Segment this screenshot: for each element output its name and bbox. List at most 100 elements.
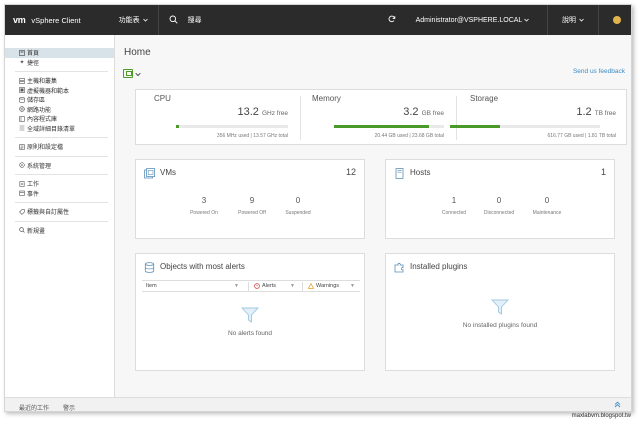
alert-icon bbox=[254, 283, 260, 291]
global-search[interactable]: 搜尋 bbox=[169, 15, 202, 26]
main-content: Home Send us feedback CPU 13.2 GHz free … bbox=[115, 35, 631, 397]
resource-free-value: 1.2 TB free bbox=[576, 106, 616, 118]
sidebar-item-label: 內容程式庫 bbox=[27, 117, 58, 124]
feedback-smiley[interactable] bbox=[598, 5, 631, 35]
sidebar-item-home[interactable]: 首頁 bbox=[5, 48, 114, 58]
filter-icon[interactable]: ▼ bbox=[350, 283, 355, 289]
host-stat-connected: 1 Connected bbox=[432, 196, 476, 216]
sidebar-item-shortcuts[interactable]: ✦ 捷徑 bbox=[5, 58, 114, 68]
user-label: Administrator@VSPHERE.LOCAL bbox=[415, 16, 523, 24]
top-header: vm vSphere Client 功能表 搜尋 Administrator@V… bbox=[5, 5, 631, 35]
tab-recent-tasks[interactable]: 最近的工作 bbox=[19, 406, 50, 412]
sidebar-divider bbox=[15, 202, 108, 203]
app-window: vm vSphere Client 功能表 搜尋 Administrator@V… bbox=[4, 4, 632, 412]
search-icon bbox=[169, 15, 178, 26]
card-title: VMs bbox=[160, 168, 176, 177]
column-header-item[interactable]: Item bbox=[146, 283, 157, 289]
sidebar-item-label: 新規畫 bbox=[27, 228, 46, 235]
resource-usage-detail: 616.77 GB used | 1.81 TB total bbox=[547, 133, 616, 139]
stat-label: Maintenance bbox=[532, 210, 562, 216]
hosts-card[interactable]: Hosts 1 1 Connected 0 Disconnected 0 Mainte… bbox=[385, 159, 615, 239]
sidebar-item-events[interactable]: 事件 bbox=[5, 189, 114, 199]
shortcut-icon: ✦ bbox=[19, 59, 25, 66]
home-icon bbox=[19, 49, 25, 56]
plugins-card: Installed plugins No installed plugins f… bbox=[385, 253, 615, 371]
usage-bar-fill bbox=[334, 125, 429, 128]
resource-usage-detail: 356 MHz used | 13.57 GHz total bbox=[216, 133, 288, 139]
search-label: 搜尋 bbox=[187, 17, 202, 24]
bottom-panel: 最近的工作 警示 bbox=[5, 397, 631, 412]
header-right: Administrator@VSPHERE.LOCAL 說明 bbox=[388, 5, 631, 35]
column-divider bbox=[302, 282, 303, 291]
watermark: maxlabvm.blogspot.tw bbox=[571, 413, 631, 419]
vm-stat-powered-off: 9 Powered Off bbox=[230, 196, 274, 216]
app-logo[interactable]: vm vSphere Client bbox=[13, 15, 81, 25]
refresh-icon[interactable] bbox=[388, 15, 396, 25]
sidebar-item-tags-attributes[interactable]: 標籤與自訂屬性 bbox=[5, 207, 114, 217]
alerts-table-header: Item ▼ Alerts ▼ Warnings ▼ bbox=[142, 280, 360, 292]
help-label: 說明 bbox=[562, 17, 576, 24]
vm-stat-suspended: 0 Suspended bbox=[276, 196, 320, 216]
empty-message: No installed plugins found bbox=[462, 322, 538, 329]
vm-icon bbox=[19, 87, 25, 94]
search-icon bbox=[19, 227, 25, 233]
stat-value: 0 bbox=[544, 196, 550, 205]
library-icon bbox=[19, 116, 25, 122]
expand-panel-icon[interactable] bbox=[614, 401, 621, 410]
column-header-alerts[interactable]: Alerts bbox=[262, 283, 277, 289]
free-unit: GHz free bbox=[261, 110, 288, 117]
tab-alarms[interactable]: 警示 bbox=[63, 406, 76, 412]
vm-logo-mark: vm bbox=[13, 15, 26, 25]
sidebar: 首頁 ✦ 捷徑 主機和叢集 虛擬機器和範本 儲存區 網路功能 內容程式庫 bbox=[5, 35, 115, 397]
empty-message: No alerts found bbox=[227, 330, 273, 337]
sidebar-item-networking[interactable]: 網路功能 bbox=[5, 105, 114, 115]
shortcut-menu-button[interactable] bbox=[123, 64, 141, 82]
used-text: 356 MHz used bbox=[216, 133, 250, 139]
total-text: 1.81 TB total bbox=[587, 133, 616, 139]
sidebar-item-vms-templates[interactable]: 虛擬機器和範本 bbox=[5, 86, 114, 96]
storage-resource: Storage 1.2 TB free 616.77 GB used | 1.8… bbox=[450, 90, 628, 144]
help-menu[interactable]: 說明 bbox=[547, 5, 598, 35]
sidebar-item-hosts-clusters[interactable]: 主機和叢集 bbox=[5, 76, 114, 86]
stat-value: 3 bbox=[201, 196, 207, 205]
sidebar-item-policies-profiles[interactable]: 原則和設定檔 bbox=[5, 142, 114, 152]
sidebar-item-global-inventory[interactable]: 全域詳細目錄清單 bbox=[5, 124, 114, 134]
sidebar-item-label: 工作 bbox=[27, 182, 40, 189]
sidebar-item-storage[interactable]: 儲存區 bbox=[5, 95, 114, 105]
stat-value: 9 bbox=[249, 196, 255, 205]
event-icon bbox=[19, 190, 25, 196]
funnel-icon bbox=[136, 306, 364, 324]
sidebar-item-administration[interactable]: 系統管理 bbox=[5, 161, 114, 171]
resource-free-value: 13.2 GHz free bbox=[238, 106, 289, 118]
user-menu[interactable]: Administrator@VSPHERE.LOCAL bbox=[416, 17, 529, 24]
chevron-down-icon bbox=[142, 17, 148, 24]
resource-divider bbox=[300, 96, 301, 140]
plugins-empty-state: No installed plugins found bbox=[386, 298, 614, 329]
stat-label: Powered Off bbox=[238, 210, 266, 216]
inventory-icon bbox=[19, 125, 25, 131]
column-header-warnings[interactable]: Warnings bbox=[316, 283, 340, 289]
alerts-empty-state: No alerts found bbox=[136, 306, 364, 337]
feedback-link[interactable]: Send us feedback bbox=[572, 68, 625, 75]
sidebar-item-content-library[interactable]: 內容程式庫 bbox=[5, 114, 114, 124]
vm-count: 12 bbox=[345, 167, 356, 177]
network-icon bbox=[19, 106, 25, 112]
stat-value: 1 bbox=[451, 196, 457, 205]
stat-label: Disconnected bbox=[483, 210, 515, 216]
stat-label: Suspended bbox=[285, 210, 311, 216]
resource-label: Memory bbox=[312, 94, 341, 103]
resource-label: CPU bbox=[154, 94, 171, 103]
alerts-card: Objects with most alerts Item ▼ Alerts ▼… bbox=[135, 253, 365, 371]
resource-label: Storage bbox=[470, 94, 499, 103]
menu-button[interactable]: 功能表 bbox=[119, 15, 148, 25]
sidebar-item-tasks[interactable]: 工作 bbox=[5, 179, 114, 189]
sidebar-item-label: 系統管理 bbox=[27, 163, 52, 170]
filter-icon[interactable]: ▼ bbox=[290, 283, 295, 289]
sidebar-item-new-search[interactable]: 新規畫 bbox=[5, 226, 114, 236]
card-title: Hosts bbox=[410, 168, 431, 177]
chevron-down-icon bbox=[524, 17, 529, 24]
vms-card[interactable]: VMs 12 3 Powered On 9 Powered Off 0 Suspend… bbox=[135, 159, 365, 239]
header-divider bbox=[157, 5, 159, 35]
chevron-down-icon bbox=[579, 17, 584, 24]
filter-icon[interactable]: ▼ bbox=[234, 283, 239, 289]
